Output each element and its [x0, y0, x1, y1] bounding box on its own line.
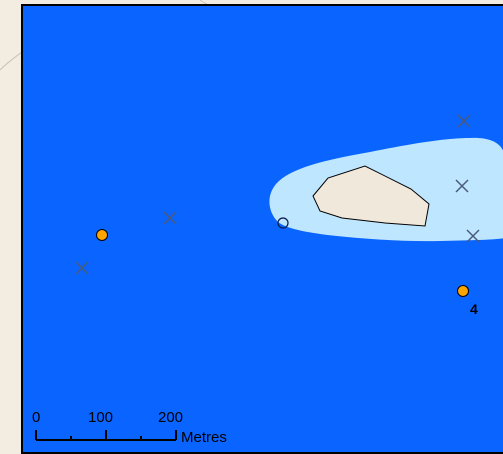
cross-marker-icon — [457, 114, 471, 128]
land-contour-line — [0, 51, 23, 71]
island-area — [312, 165, 430, 227]
cross-markers — [75, 114, 480, 275]
site-marker — [96, 229, 108, 241]
site-marker — [457, 285, 469, 297]
open-circle-icon — [277, 217, 289, 229]
scale-unit-label: Metres — [181, 429, 227, 446]
cross-marker-icon — [466, 229, 480, 243]
site-marker-label: 4 — [470, 301, 478, 317]
scale-tick-label: 100 — [88, 409, 113, 426]
scale-tick-label: 200 — [158, 409, 183, 426]
scale-tick-label: 0 — [32, 409, 40, 426]
cross-marker-icon — [75, 261, 89, 275]
cross-marker-icon — [163, 211, 177, 225]
scale-bar-line — [35, 430, 177, 441]
cross-marker-icon — [455, 179, 469, 193]
scale-bar: 0 100 200 Metres — [32, 409, 227, 446]
